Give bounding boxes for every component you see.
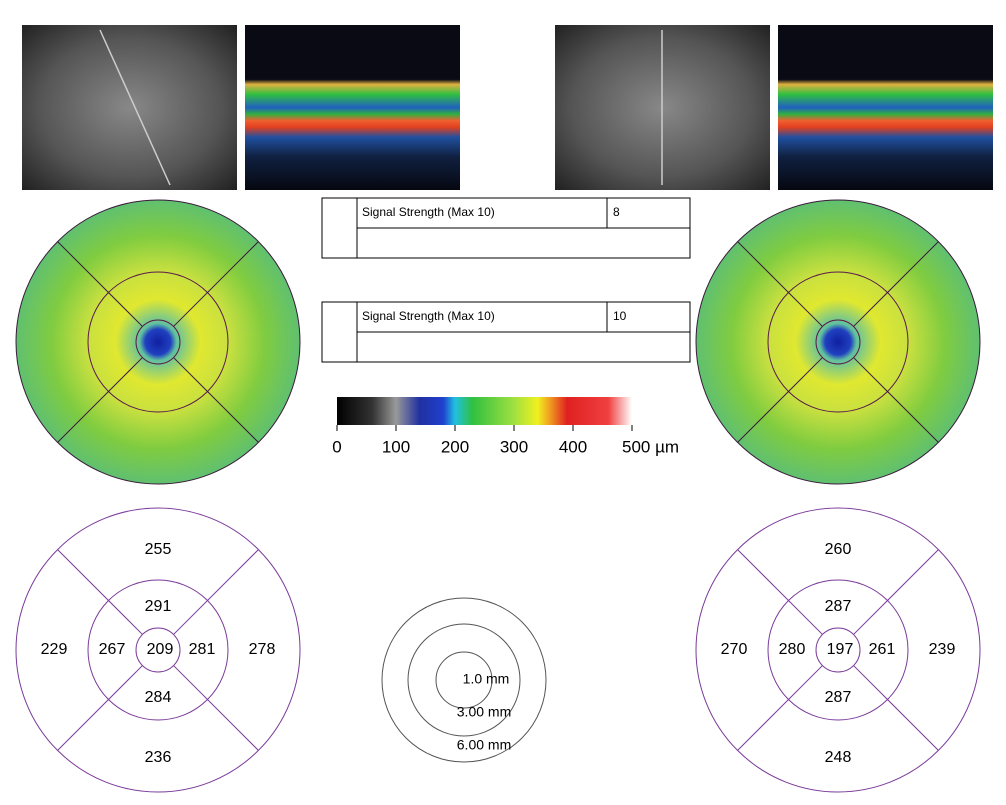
sector-line xyxy=(173,549,259,635)
sector-line xyxy=(737,357,823,443)
grid-ring xyxy=(695,507,981,793)
oct-image xyxy=(778,25,993,190)
diameter-label: 3.00 mm xyxy=(457,704,511,720)
ring xyxy=(767,271,909,413)
thickness-value: 209 xyxy=(147,641,174,658)
ring xyxy=(135,319,181,365)
sector-line xyxy=(853,549,939,635)
sector-line xyxy=(57,357,143,443)
sector-line xyxy=(737,665,823,751)
thickness-maps xyxy=(15,199,981,485)
thickness-value: 229 xyxy=(41,641,68,658)
thickness-value: 270 xyxy=(721,641,748,658)
signal-box xyxy=(321,197,691,363)
thickness-value: 281 xyxy=(189,641,216,658)
thickness-value: 267 xyxy=(99,641,126,658)
signal-value: 8 xyxy=(613,205,620,219)
diameter-label: 6.00 mm xyxy=(457,737,511,753)
scan-images xyxy=(22,25,993,190)
fundus-image xyxy=(22,25,237,190)
thickness-value: 287 xyxy=(825,689,852,706)
ring xyxy=(815,319,861,365)
grid-ring xyxy=(815,627,861,673)
thickness-value: 291 xyxy=(145,598,172,615)
sector-line xyxy=(853,241,939,327)
thickness-value: 287 xyxy=(825,598,852,615)
colorbar-tick-label: 0 xyxy=(332,437,341,456)
sector-line xyxy=(173,357,259,443)
signal-value: 10 xyxy=(613,309,627,323)
thickness-value: 280 xyxy=(779,641,806,658)
sector-line xyxy=(57,665,143,751)
scan-line xyxy=(99,29,171,186)
sector-line xyxy=(853,357,939,443)
grid-ring xyxy=(135,627,181,673)
grid-ring xyxy=(767,579,909,721)
sector-line xyxy=(57,549,143,635)
colorbar-tick-label: 200 xyxy=(441,437,469,456)
grid-ring xyxy=(15,507,301,793)
thickness-value: 239 xyxy=(929,641,956,658)
colorbar-tick-label: 300 xyxy=(500,437,528,456)
thickness-value: 284 xyxy=(145,689,172,706)
diameter-legend xyxy=(381,597,547,763)
colorbar-tick-label: 100 xyxy=(382,437,410,456)
thickness-value: 236 xyxy=(145,749,172,766)
thickness-value: 261 xyxy=(869,641,896,658)
signal-label: Signal Strength (Max 10) xyxy=(362,309,495,323)
colorbar-tick-label: 500 µm xyxy=(622,437,679,456)
thickness-value: 255 xyxy=(145,541,172,558)
thickness-value: 278 xyxy=(249,641,276,658)
oct-image xyxy=(245,25,460,190)
sector-line xyxy=(173,665,259,751)
sector-line xyxy=(853,665,939,751)
colorbar-tick-label: 400 xyxy=(559,437,587,456)
colorbar xyxy=(337,397,632,425)
sector-line xyxy=(173,241,259,327)
signal-label: Signal Strength (Max 10) xyxy=(362,205,495,219)
sector-line xyxy=(57,241,143,327)
ring xyxy=(87,271,229,413)
grid-ring xyxy=(87,579,229,721)
thickness-value: 248 xyxy=(825,749,852,766)
sector-line xyxy=(737,241,823,327)
thickness-value: 260 xyxy=(825,541,852,558)
thickness-value: 197 xyxy=(827,641,854,658)
diameter-label: 1.0 mm xyxy=(463,671,510,687)
sector-line xyxy=(737,549,823,635)
